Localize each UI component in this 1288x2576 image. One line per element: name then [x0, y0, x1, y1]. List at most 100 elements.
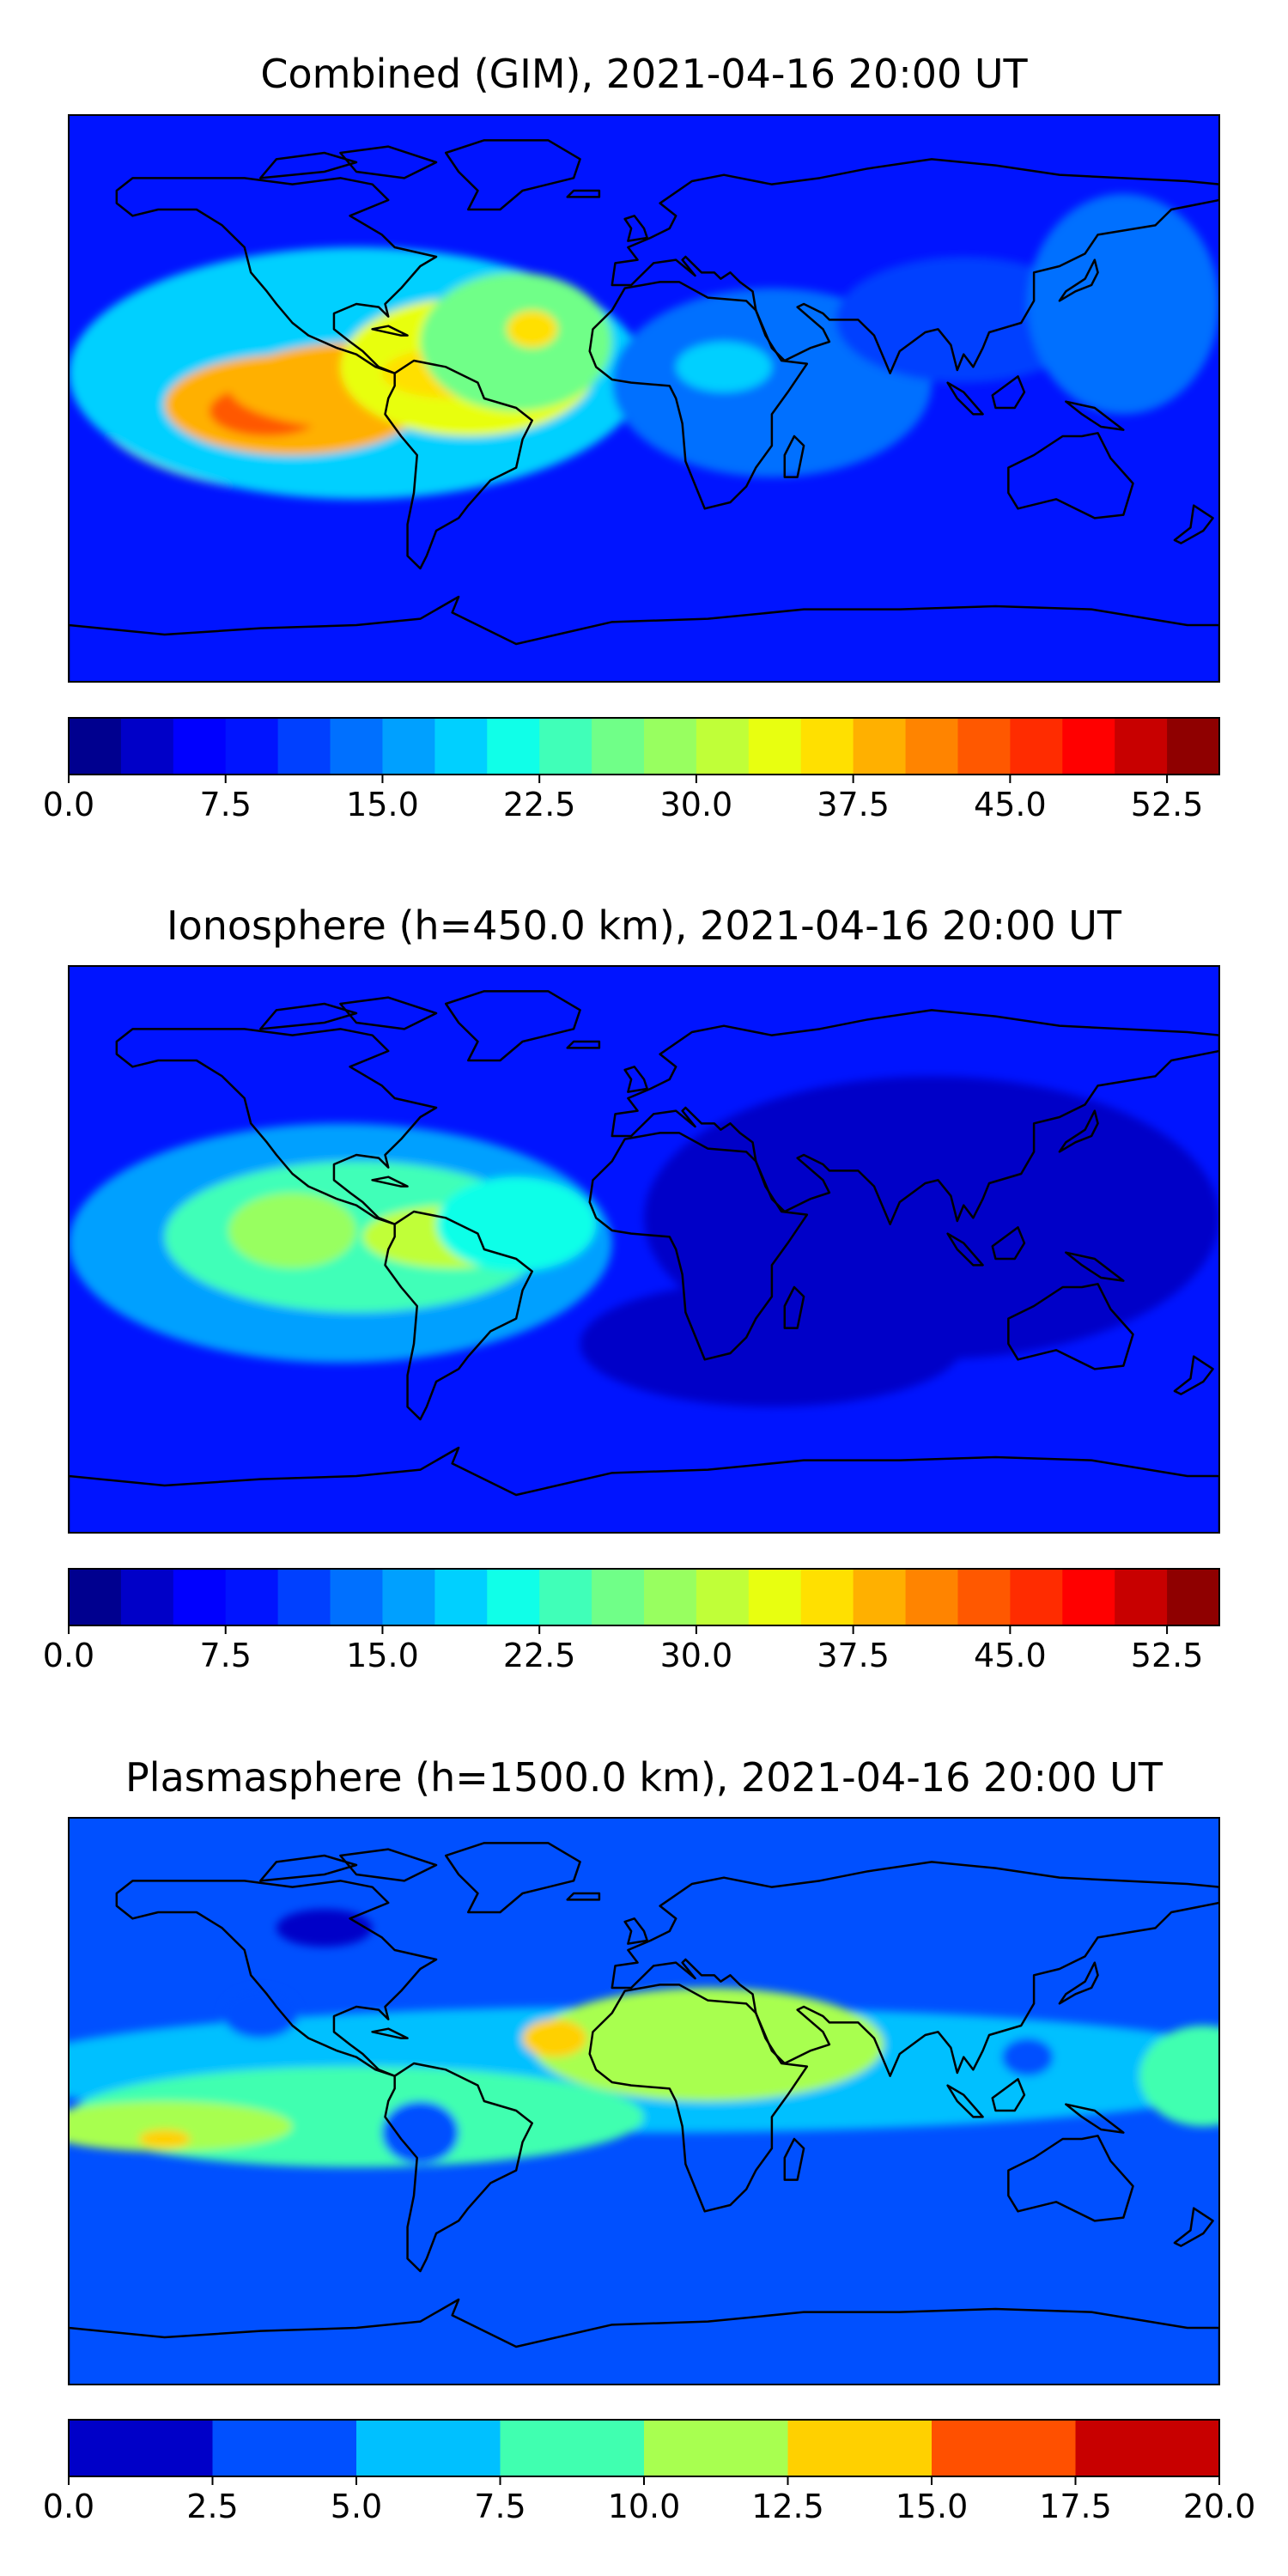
- coastline-3: [588, 1984, 809, 2213]
- coastline-17: [339, 1848, 438, 1882]
- tec-contours: [69, 1076, 1219, 1407]
- colorbar-tick-label: 2.5: [186, 2488, 238, 2525]
- coastline-6: [69, 1446, 1219, 1533]
- colorbar-tick-label: 15.0: [896, 2488, 969, 2525]
- colorbar: 0.0 7.5 15.0 22.5 30.0 37.5 45.0 52.5: [43, 717, 1220, 823]
- coastline-4: [611, 1861, 1219, 2077]
- coastline-14: [566, 189, 601, 198]
- colorbar-tick-label: 45.0: [974, 1637, 1047, 1674]
- colorbar-segment: [277, 718, 331, 775]
- colorbar-segment: [434, 1569, 488, 1625]
- panel-title: Ionosphere (h=450.0 km), 2021-04-16 20:0…: [167, 902, 1122, 949]
- colorbar-segment: [173, 1569, 227, 1625]
- colorbar-tick-label: 22.5: [503, 786, 576, 823]
- coastlines: [69, 990, 1219, 1533]
- coastline-0: [115, 177, 438, 374]
- colorbar-tick-label: 0.0: [43, 1637, 94, 1674]
- coastline-10: [991, 2078, 1026, 2112]
- colorbar-segment: [330, 1569, 383, 1625]
- colorbar-segment: [225, 1569, 279, 1625]
- colorbar-tick-label: 0.0: [43, 786, 94, 823]
- colorbar-tick-label: 30.0: [660, 786, 733, 823]
- tec-feature-12: [1027, 193, 1219, 415]
- panel-plasmasphere: Plasmasphere (h=1500.0 km), 2021-04-16 2…: [43, 1754, 1256, 2525]
- coastline-4: [611, 1009, 1219, 1225]
- tec-feature-3: [522, 2019, 586, 2057]
- colorbar-segment: [853, 718, 907, 775]
- panel-combined: Combined (GIM), 2021-04-16 20:00 UT 0.0 7…: [43, 51, 1220, 823]
- map-field: [69, 1818, 1219, 2385]
- coastline-14: [566, 1040, 601, 1049]
- tec-contours: [69, 193, 1219, 500]
- colorbar-tick-label: 52.5: [1131, 786, 1204, 823]
- coastline-6: [69, 595, 1219, 682]
- colorbar-tick-label: 0.0: [43, 2488, 94, 2525]
- colorbar-segment: [500, 2420, 645, 2476]
- coastline-17: [339, 145, 438, 179]
- map-field: [69, 966, 1219, 1533]
- colorbar-tick-label: 7.5: [200, 1637, 252, 1674]
- coastline-5: [1007, 1283, 1134, 1370]
- colorbar-segment: [905, 1569, 958, 1625]
- colorbar-tick-label: 12.5: [751, 2488, 824, 2525]
- coastline-16: [259, 1854, 358, 1882]
- map-field: [69, 115, 1219, 682]
- map-frame: [68, 965, 1220, 1534]
- colorbar-segment: [932, 2420, 1076, 2476]
- coastline-8: [783, 434, 805, 478]
- colorbar-segment: [1115, 1569, 1168, 1625]
- coastline-16: [259, 1002, 358, 1030]
- coastline-2: [384, 2062, 533, 2273]
- coastline-12: [1065, 1251, 1125, 1282]
- map-frame: [68, 1817, 1220, 2385]
- colorbar-segment: [539, 718, 592, 775]
- coastline-12: [1065, 2103, 1125, 2134]
- tec-feature-10: [676, 342, 772, 392]
- colorbar-segment: [1062, 1569, 1115, 1625]
- tec-feature-7: [381, 2101, 459, 2165]
- tec-feature-5: [138, 2129, 191, 2148]
- colorbar: 0.0 2.5 5.0 7.5 10.0 12.5 15.0 17.5 20.0: [43, 2419, 1256, 2525]
- coastline-12: [1065, 400, 1125, 431]
- colorbar-segment: [787, 2420, 933, 2476]
- colorbar-tick-label: 20.0: [1183, 2488, 1256, 2525]
- coastline-3: [588, 281, 809, 510]
- coastline-11: [946, 381, 984, 416]
- colorbar-segment: [487, 718, 540, 775]
- coastline-11: [946, 1232, 984, 1267]
- colorbar-segment: [225, 718, 279, 775]
- coastline-10: [991, 1226, 1026, 1261]
- colorbar-tick-label: 22.5: [503, 1637, 576, 1674]
- colorbar-segment: [1167, 718, 1220, 775]
- coastline-9: [1058, 258, 1099, 302]
- colorbar-segment: [800, 718, 854, 775]
- coastline-3: [588, 1132, 809, 1361]
- colorbar-segment: [539, 1569, 592, 1625]
- colorbar-frame: [68, 1568, 1220, 1626]
- coastline-9: [1058, 1961, 1099, 2005]
- tec-feature-4: [69, 2101, 293, 2152]
- colorbar-tick-label: 30.0: [660, 1637, 733, 1674]
- colorbar-tick-label: 37.5: [817, 1637, 890, 1674]
- coastlines: [69, 139, 1219, 682]
- colorbar-segment: [592, 1569, 645, 1625]
- coastline-1: [444, 1842, 581, 1914]
- coastline-15: [371, 2027, 409, 2039]
- colorbar-segment: [644, 1569, 697, 1625]
- tec-feature-4: [436, 1176, 597, 1272]
- colorbar-segment: [1167, 1569, 1220, 1625]
- colorbar-segment: [120, 718, 174, 775]
- tec-feature-2: [532, 1988, 884, 2101]
- coastline-7: [623, 1917, 648, 1945]
- colorbar-tick-label: 52.5: [1131, 1637, 1204, 1674]
- coastline-7: [623, 215, 648, 242]
- coastline-9: [1058, 1109, 1099, 1153]
- tec-contours: [69, 1909, 1219, 2167]
- panel-ionosphere: Ionosphere (h=450.0 km), 2021-04-16 20:0…: [43, 902, 1220, 1674]
- colorbar-tick-label: 45.0: [974, 786, 1047, 823]
- coastline-8: [783, 1285, 805, 1329]
- tec-feature-10: [1001, 2038, 1054, 2076]
- colorbar-segment: [1010, 1569, 1063, 1625]
- colorbar-segment: [382, 1569, 435, 1625]
- colorbar-segment: [1062, 718, 1115, 775]
